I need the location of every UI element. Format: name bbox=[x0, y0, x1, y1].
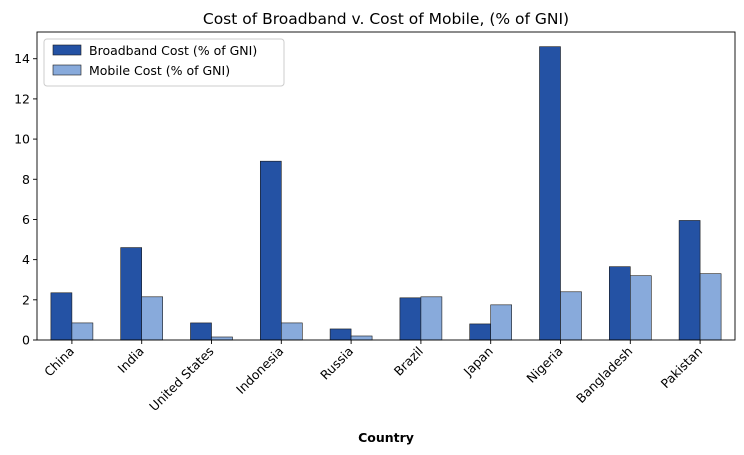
bar-mobile-united-states bbox=[211, 336, 233, 341]
y-tick-label: 10 bbox=[14, 132, 30, 147]
plot-area: China India United States Indonesia Russia Br… bbox=[14, 31, 736, 414]
legend-swatch-broadband bbox=[52, 44, 82, 56]
legend: Broadband Cost (% of GNI) Mobile Cost (% … bbox=[43, 38, 285, 87]
bar-broadband-japan bbox=[469, 323, 492, 341]
x-tick-label: India bbox=[115, 344, 147, 376]
y-tick-label: 4 bbox=[22, 252, 30, 267]
bar-mobile-pakistan bbox=[699, 273, 722, 341]
legend-box bbox=[43, 38, 285, 87]
x-tick-label: United States bbox=[146, 344, 216, 414]
bar-broadband-china bbox=[50, 292, 73, 341]
axes-frame bbox=[36, 31, 736, 341]
x-tick-label: Pakistan bbox=[658, 344, 706, 392]
bar-mobile-nigeria bbox=[560, 291, 582, 341]
bar-mobile-japan bbox=[490, 304, 513, 341]
legend-swatch-mobile bbox=[52, 64, 82, 76]
x-tick-label: Brazil bbox=[391, 344, 426, 379]
bar-broadband-bangladesh bbox=[608, 266, 631, 341]
bar-broadband-pakistan bbox=[678, 220, 701, 341]
bar-mobile-india bbox=[141, 296, 163, 341]
chart-title: Cost of Broadband v. Cost of Mobile, (% … bbox=[203, 10, 569, 28]
x-tick-label: Russia bbox=[317, 344, 356, 383]
legend-label-broadband: Broadband Cost (% of GNI) bbox=[89, 43, 257, 58]
x-tick-label: Nigeria bbox=[523, 344, 565, 386]
bar-mobile-brazil bbox=[420, 296, 443, 341]
bar-broadband-brazil bbox=[399, 297, 422, 341]
bar-mobile-indonesia bbox=[280, 322, 303, 341]
y-tick-label: 0 bbox=[22, 333, 30, 348]
y-tick-label: 8 bbox=[22, 172, 30, 187]
bar-broadband-india bbox=[120, 247, 142, 341]
x-axis-label: Country bbox=[358, 430, 414, 445]
bar-mobile-russia bbox=[350, 335, 373, 341]
bar-broadband-united-states bbox=[190, 322, 212, 341]
y-tick-label: 2 bbox=[22, 292, 30, 307]
legend-label-mobile: Mobile Cost (% of GNI) bbox=[89, 63, 230, 78]
y-tick-label: 12 bbox=[14, 91, 30, 106]
bar-broadband-nigeria bbox=[539, 46, 561, 341]
y-tick-label: 14 bbox=[14, 51, 30, 66]
bar-broadband-indonesia bbox=[259, 160, 282, 341]
bar-mobile-china bbox=[71, 322, 94, 341]
bar-broadband-russia bbox=[329, 328, 352, 341]
y-tick-label: 6 bbox=[22, 212, 30, 227]
x-tick-label: China bbox=[41, 344, 77, 380]
bar-mobile-bangladesh bbox=[629, 275, 652, 341]
x-tick-label: Japan bbox=[460, 344, 496, 380]
x-tick-label: Indonesia bbox=[233, 344, 286, 397]
x-tick-label: Bangladesh bbox=[573, 344, 635, 406]
